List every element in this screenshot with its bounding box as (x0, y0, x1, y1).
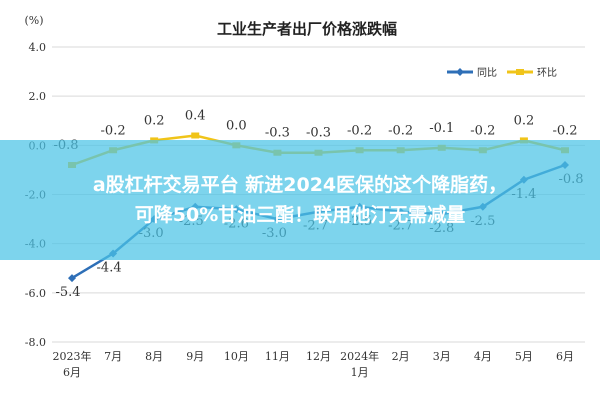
legend-label: 同比 (477, 67, 497, 79)
data-label: 0.0 (226, 118, 247, 133)
data-label: -0.2 (101, 123, 126, 138)
x-tick-label: 7月 (104, 350, 122, 363)
y-tick-label: 2.0 (29, 90, 47, 103)
x-tick-label: 8月 (145, 350, 163, 363)
data-label: -0.1 (429, 121, 454, 136)
x-tick-label: 5月 (515, 350, 533, 363)
data-label: -0.2 (388, 123, 413, 138)
legend: 同比 环比 (447, 67, 557, 79)
x-tick-label: 2023年 6月 (53, 349, 92, 379)
x-tick-label: 3月 (433, 350, 451, 363)
legend-marker (516, 69, 524, 75)
data-label: -0.2 (347, 123, 372, 138)
legend-label: 环比 (537, 67, 557, 79)
y-tick-label: -6.0 (25, 287, 46, 300)
data-label: -5.4 (55, 285, 80, 300)
legend-marker (456, 68, 464, 76)
x-tick-label: 4月 (474, 350, 492, 363)
data-label: 0.2 (144, 113, 165, 128)
overlay-banner[interactable]: a股杠杆交易平台 新进2024医保的这个降脂药， 可降50%甘油三酯！联用他汀无… (0, 140, 600, 260)
x-tick-label: 11月 (265, 350, 290, 363)
x-tick-label: 2月 (392, 350, 410, 363)
y-tick-label: 4.0 (29, 41, 47, 54)
banner-line-2: 可降50%甘油三酯！联用他汀无需减量 (134, 204, 466, 226)
x-tick-label: 6月 (556, 350, 574, 363)
data-label: -0.3 (265, 126, 290, 141)
data-label: -4.4 (97, 261, 122, 276)
x-tick-label: 9月 (186, 350, 204, 363)
x-tick-label: 10月 (224, 350, 249, 363)
data-label: -0.3 (306, 126, 331, 141)
x-tick-label: 12月 (306, 350, 331, 363)
y-axis-unit: (%) (24, 14, 43, 27)
y-tick-label: -8.0 (25, 336, 46, 349)
x-tick-label: 2024年 1月 (340, 349, 379, 379)
x-axis: 2023年 6月 7月 8月 9月 10月 11月 12月 2024年 1月 2月 3月 4月 5月 6月 (53, 349, 575, 379)
data-label: -0.2 (470, 123, 495, 138)
data-label: -0.2 (552, 123, 577, 138)
data-point (68, 274, 76, 283)
data-label: 0.2 (514, 113, 535, 128)
data-label: 0.4 (185, 109, 206, 124)
data-point (191, 132, 200, 139)
banner-line-1: a股杠杆交易平台 新进2024医保的这个降脂药， (92, 174, 508, 196)
chart-title: 工业生产者出厂价格涨跌幅 (217, 20, 397, 38)
